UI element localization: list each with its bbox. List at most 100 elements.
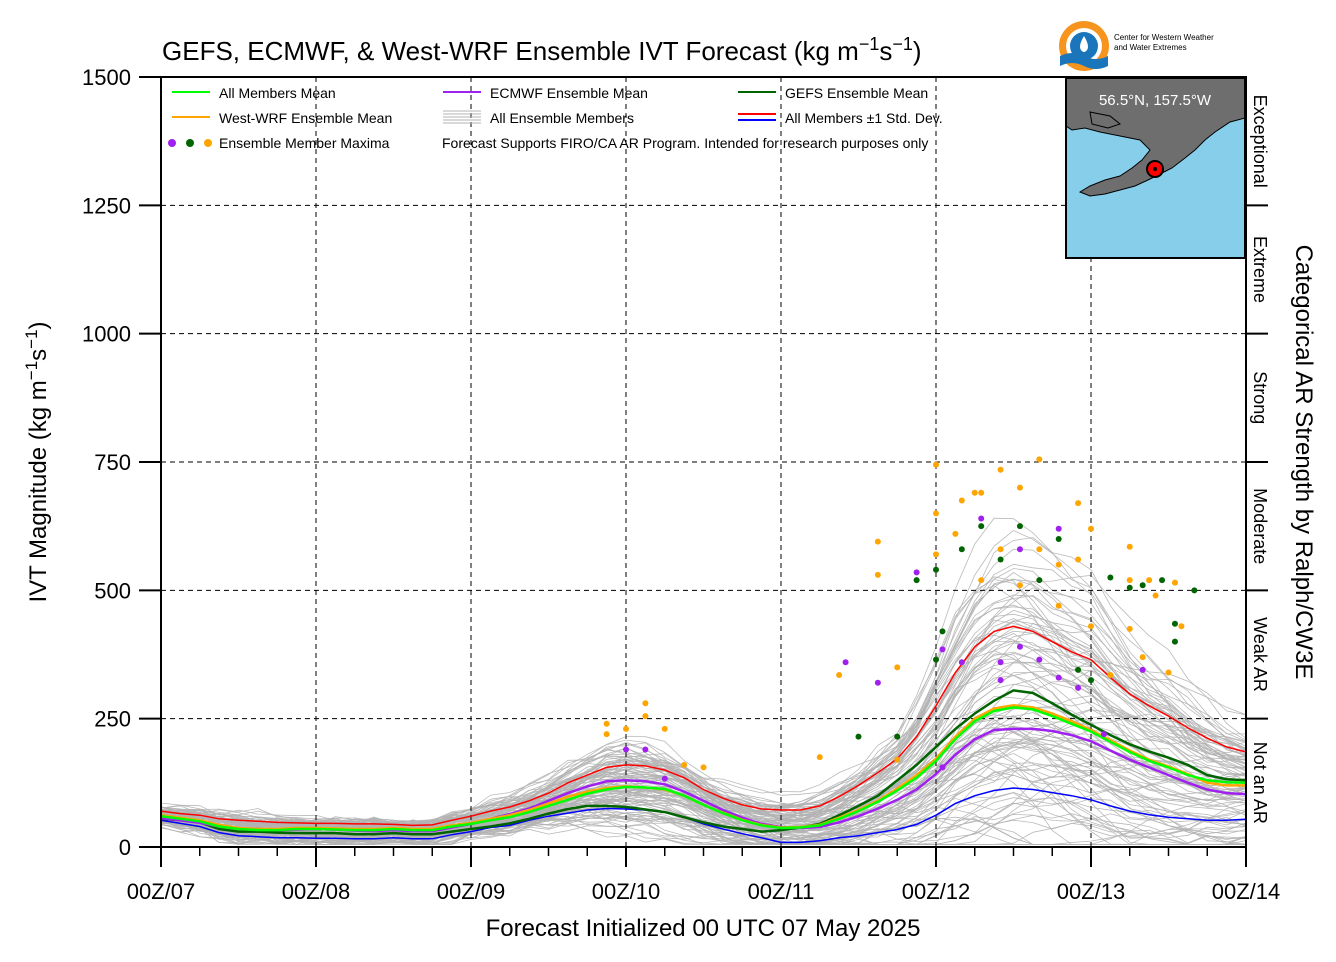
member-maximum-orange <box>1016 582 1023 589</box>
member-maximum-orange <box>661 725 668 732</box>
member-maximum-orange <box>978 489 985 496</box>
ensemble-member-line <box>160 627 1247 829</box>
member-maximum-orange <box>642 713 649 720</box>
ar-categories: Exceptional Extreme Strong Moderate Weak AR N… <box>1246 95 1270 824</box>
x-tick-label: 00Z/07 <box>127 879 196 904</box>
member-maximum-green <box>1191 587 1198 594</box>
legend-all-members: All Ensemble Members <box>490 110 634 126</box>
legend-dot-green <box>186 139 194 147</box>
member-maximum-orange <box>933 461 939 468</box>
ensemble-member-line <box>160 707 1247 836</box>
member-maximum-green <box>939 628 946 635</box>
member-maximum-orange <box>978 577 985 584</box>
member-maximum-green <box>958 546 965 553</box>
ensemble-member-line <box>160 548 1247 828</box>
y-tick-label: 1250 <box>82 193 131 218</box>
member-maximum-purple <box>642 746 649 753</box>
y-tick-label: 500 <box>94 578 131 603</box>
x-tick-label: 00Z/13 <box>1057 879 1126 904</box>
member-maximum-orange <box>623 725 629 732</box>
x-tick-label: 00Z/12 <box>902 879 971 904</box>
member-maximum-orange <box>1126 577 1133 584</box>
member-maximum-green <box>1075 666 1082 673</box>
category-label: Extreme <box>1250 236 1270 303</box>
member-maximum-orange <box>971 489 978 496</box>
member-maximum-orange <box>1016 484 1023 491</box>
ensemble-member-line <box>160 759 1246 845</box>
ensemble-member-line <box>160 812 1247 845</box>
legend-all-mean: All Members Mean <box>219 85 336 101</box>
member-maximum-orange <box>997 466 1004 473</box>
member-maximum-green <box>855 733 862 740</box>
member-maximum-purple <box>661 775 668 782</box>
member-maximum-orange <box>1178 623 1185 630</box>
member-maximum-orange <box>1171 579 1178 586</box>
category-label: Moderate <box>1250 488 1270 564</box>
member-maximum-orange <box>874 571 881 578</box>
member-maximum-purple <box>978 515 985 522</box>
ensemble-member-line <box>160 809 1246 845</box>
member-maximum-green <box>1016 523 1023 530</box>
member-maximum-orange <box>1075 500 1082 507</box>
legend-gefs-mean: GEFS Ensemble Mean <box>785 85 928 101</box>
x-tick-label: 00Z/14 <box>1212 879 1281 904</box>
member-maximum-orange <box>1055 561 1062 568</box>
member-maxima <box>603 456 1198 782</box>
member-maximum-orange <box>952 530 959 537</box>
ensemble-member-line <box>160 640 1247 827</box>
legend: All Members Mean West-WRF Ensemble Mean … <box>168 85 943 151</box>
y-tick-label: 750 <box>94 450 131 475</box>
member-maximum-green <box>997 556 1004 563</box>
mean-lines <box>160 625 1247 844</box>
member-maximum-orange <box>681 761 688 768</box>
member-maximum-purple <box>958 659 965 666</box>
inset-frame <box>1065 77 1246 259</box>
member-maximum-orange <box>1107 672 1114 679</box>
member-maximum-purple <box>842 659 849 666</box>
member-maximum-purple <box>623 746 629 753</box>
member-maximum-green <box>1055 536 1062 542</box>
member-maximum-purple <box>913 569 920 576</box>
cw3e-logo <box>1059 21 1109 71</box>
member-maximum-purple <box>1100 731 1107 738</box>
ensemble-member-line <box>160 594 1247 827</box>
member-maximum-orange <box>1036 456 1043 463</box>
member-maximum-purple <box>1055 525 1062 532</box>
member-maximum-green <box>1139 582 1146 589</box>
member-maximum-orange <box>1088 525 1094 532</box>
category-label: Strong <box>1250 371 1270 424</box>
member-maximum-orange <box>1088 623 1094 630</box>
member-maximum-green <box>1088 677 1094 684</box>
inset-coordinates: 56.5°N, 157.5°W <box>1099 92 1212 109</box>
legend-std: All Members ±1 Std. Dev. <box>785 110 943 126</box>
member-maximum-orange <box>816 754 823 761</box>
logo-text-line2: and Water Extremes <box>1114 43 1187 52</box>
member-maximum-purple <box>939 646 946 653</box>
chart-title: GEFS, ECMWF, & West-WRF Ensemble IVT For… <box>162 34 922 66</box>
y-tick-label: 250 <box>94 707 131 732</box>
member-maximum-orange <box>1075 556 1082 563</box>
member-maximum-green <box>933 656 939 663</box>
member-maximum-green <box>1171 620 1178 627</box>
series-line-all-mean <box>160 706 1247 832</box>
y-axis-label: IVT Magnitude (kg m−1s−1) <box>22 321 52 602</box>
member-maximum-orange <box>997 546 1004 553</box>
legend-dot-purple <box>168 139 176 147</box>
legend-note: Forecast Supports FIRO/CA AR Program. In… <box>442 135 928 151</box>
legend-dot-orange <box>204 139 212 147</box>
member-maximum-orange <box>642 700 649 707</box>
member-maximum-purple <box>1139 666 1146 673</box>
inset-location-center <box>1153 167 1157 171</box>
y-tick-label: 0 <box>119 835 131 860</box>
legend-swatch-members <box>443 110 481 124</box>
location-inset-map: 56.5°N, 157.5°W <box>1065 77 1246 259</box>
member-maximum-purple <box>1036 656 1043 663</box>
legend-maxima: Ensemble Member Maxima <box>219 135 390 151</box>
member-maximum-green <box>894 733 901 740</box>
member-maximum-orange <box>836 672 843 679</box>
member-maximum-purple <box>874 679 881 686</box>
member-maximum-green <box>933 566 939 573</box>
member-maximum-orange <box>933 551 939 558</box>
member-maximum-green <box>1107 574 1114 581</box>
member-maximum-purple <box>997 659 1004 666</box>
